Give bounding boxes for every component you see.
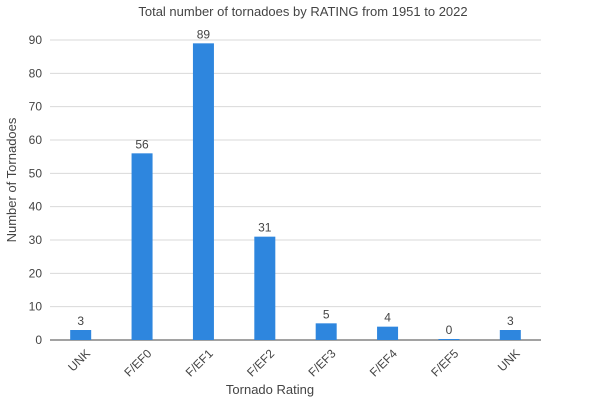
x-axis-title: Tornado Rating (226, 382, 314, 397)
x-tick-label: F/EF0 (121, 346, 154, 379)
x-tick-label: F/EF5 (428, 346, 461, 379)
data-labels: 3 56 89 31 5 4 0 3 (77, 27, 514, 337)
y-tick-label: 80 (29, 66, 43, 80)
y-tick-label: 40 (29, 200, 43, 214)
bar (254, 236, 276, 340)
y-tick-label: 90 (29, 33, 43, 47)
bars (70, 43, 521, 340)
data-label: 31 (258, 221, 272, 235)
data-label: 0 (446, 323, 453, 337)
bar (131, 153, 153, 340)
bar (499, 330, 521, 340)
data-label: 89 (197, 27, 211, 41)
y-tick-label: 50 (29, 166, 43, 180)
data-label: 4 (384, 311, 391, 325)
y-axis-ticks: 0 10 20 30 40 50 60 70 80 90 (29, 33, 43, 347)
x-tick-label: F/EF4 (367, 346, 400, 379)
data-label: 3 (77, 314, 84, 328)
bar (438, 339, 460, 340)
bar (315, 323, 337, 340)
y-tick-label: 70 (29, 100, 43, 114)
y-tick-label: 20 (29, 266, 43, 280)
data-label: 5 (323, 307, 330, 321)
x-tick-label: F/EF3 (306, 346, 339, 379)
data-label: 3 (507, 314, 514, 328)
y-tick-label: 0 (35, 333, 42, 347)
y-tick-label: 10 (29, 300, 43, 314)
x-tick-label: UNK (65, 346, 93, 374)
x-tick-label: F/EF2 (244, 346, 277, 379)
data-label: 56 (135, 137, 149, 151)
bar (70, 330, 92, 340)
x-tick-label: UNK (495, 346, 523, 374)
x-axis-ticks: UNK F/EF0 F/EF1 F/EF2 F/EF3 F/EF4 F/EF5 UNK (65, 346, 522, 379)
y-tick-label: 60 (29, 133, 43, 147)
x-tick-label: F/EF1 (183, 346, 216, 379)
y-axis-title: Number of Tornadoes (4, 117, 19, 242)
bar (377, 326, 399, 340)
y-tick-label: 30 (29, 233, 43, 247)
gridlines (50, 39, 541, 308)
chart-title: Total number of tornadoes by RATING from… (138, 4, 467, 19)
bar (192, 43, 214, 340)
